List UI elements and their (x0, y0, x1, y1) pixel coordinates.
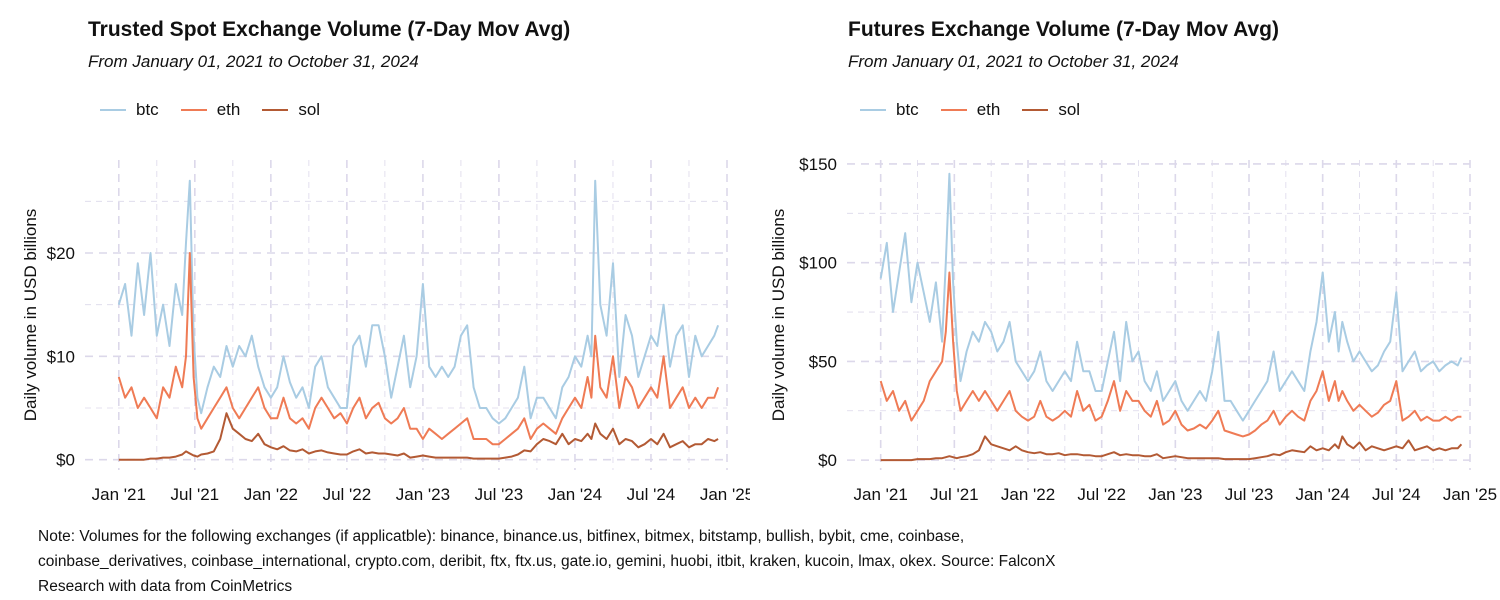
legend-swatch-sol (262, 109, 289, 111)
y-tick-label: $150 (799, 155, 837, 174)
legend-label-eth: eth (216, 100, 241, 119)
y-tick-label: $0 (818, 451, 837, 470)
legend-label-sol: sol (298, 100, 321, 119)
legend-swatch-eth (180, 109, 207, 111)
gridlines (85, 160, 728, 470)
chart-subtitle: From January 01, 2021 to October 31, 202… (848, 52, 1179, 71)
legend-swatch-btc (860, 109, 886, 111)
y-tick-label: $10 (47, 347, 75, 366)
legend-item-eth: eth (940, 100, 1001, 120)
chart-title: Trusted Spot Exchange Volume (7-Day Mov … (88, 18, 571, 41)
legend-label-btc: btc (896, 100, 919, 119)
y-tick-label: $100 (799, 254, 837, 273)
footer-note: Note: Volumes for the following exchange… (38, 524, 1278, 599)
legend-item-btc: btc (860, 100, 919, 120)
legend-label-sol: sol (1058, 100, 1081, 119)
x-tick-label: Jul '23 (475, 485, 524, 504)
x-tick-label: Jan '23 (396, 485, 450, 504)
legend-item-sol: sol (1022, 100, 1080, 120)
footer-note-line: coinbase_derivatives, coinbase_internati… (38, 553, 1056, 570)
legend-item-btc: btc (100, 100, 159, 120)
x-tick-label: Jan '24 (548, 485, 602, 504)
series-line-sol (118, 412, 719, 461)
x-tick-label: Jul '22 (323, 485, 372, 504)
series-line-sol (880, 435, 1463, 462)
x-tick-label: Jan '25 (700, 485, 750, 504)
spot-plot-area: $0 $10 $20 Jan '21 Jul '21 Jan '22 Jul '22 Jan … (21, 160, 750, 504)
legend-label-eth: eth (976, 100, 1001, 119)
footer-note-line: Research with data from CoinMetrics (38, 578, 293, 595)
chart-legend: btc eth sol (860, 100, 1102, 120)
y-tick-label: $0 (56, 451, 75, 470)
chart-title: Futures Exchange Volume (7-Day Mov Avg) (848, 18, 1279, 41)
series-line-btc (117, 179, 720, 425)
legend-swatch-btc (100, 109, 126, 111)
x-tick-label: Jul '24 (627, 485, 676, 504)
x-tick-label: Jan '24 (1296, 485, 1350, 504)
x-tick-label: Jul '22 (1077, 485, 1126, 504)
chart-subtitle: From January 01, 2021 to October 31, 202… (88, 52, 419, 71)
x-tick-label: Jul '23 (1225, 485, 1274, 504)
legend-item-sol: sol (262, 100, 320, 120)
spot-volume-chart: Trusted Spot Exchange Volume (7-Day Mov … (0, 0, 750, 510)
x-tick-label: Jan '22 (1001, 485, 1055, 504)
series-line-eth (117, 252, 720, 446)
x-tick-label: Jan '22 (244, 485, 298, 504)
x-tick-label: Jan '21 (92, 485, 146, 504)
y-axis-label: Daily volume in USD billions (21, 209, 40, 422)
y-tick-label: $20 (47, 244, 75, 263)
x-tick-label: Jul '21 (171, 485, 220, 504)
futures-volume-chart: Futures Exchange Volume (7-Day Mov Avg) … (760, 0, 1500, 510)
y-tick-label: $50 (809, 352, 837, 371)
legend-label-btc: btc (136, 100, 159, 119)
series-line-eth (879, 271, 1462, 438)
legend-item-eth: eth (180, 100, 241, 120)
x-tick-label: Jan '21 (854, 485, 908, 504)
series-line-btc (879, 172, 1463, 422)
x-tick-label: Jan '25 (1443, 485, 1497, 504)
y-axis-label: Daily volume in USD billions (769, 209, 788, 422)
x-tick-label: Jul '21 (930, 485, 979, 504)
chart-legend: btc eth sol (100, 100, 342, 120)
x-tick-label: Jan '23 (1148, 485, 1202, 504)
footer-note-line: Note: Volumes for the following exchange… (38, 528, 965, 545)
legend-swatch-sol (1022, 109, 1049, 111)
legend-swatch-eth (940, 109, 967, 111)
x-tick-label: Jul '24 (1372, 485, 1421, 504)
futures-plot-area: $0 $50 $100 $150 Jan '21 Jul '21 Jan '22 Jul '2… (769, 155, 1497, 504)
gridlines (847, 160, 1471, 470)
